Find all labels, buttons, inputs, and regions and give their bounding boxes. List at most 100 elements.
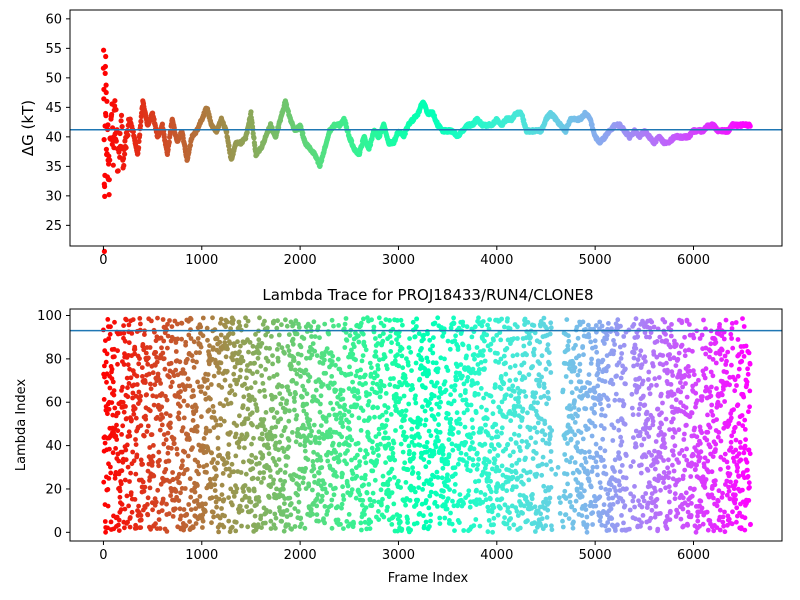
lambda-point [125, 385, 130, 391]
lambda-point [314, 353, 320, 358]
lambda-point [250, 466, 256, 471]
lambda-point [475, 462, 481, 468]
lambda-point [115, 410, 121, 416]
lambda-point [460, 342, 466, 348]
lambda-point [189, 353, 195, 359]
lambda-point [177, 480, 183, 486]
lambda-point [261, 417, 267, 422]
lambda-point [357, 492, 363, 498]
lambda-point [430, 343, 435, 349]
lambda-point [488, 489, 494, 495]
lambda-point [337, 452, 343, 458]
lambda-point [165, 430, 171, 436]
lambda-point [558, 500, 563, 505]
lambda-point [445, 338, 451, 344]
lambda-point [453, 471, 458, 477]
lambda-point [592, 423, 598, 429]
lambda-point [468, 435, 474, 440]
lambda-point [517, 424, 523, 430]
lambda-point [274, 410, 280, 415]
dg-point [119, 124, 125, 130]
lambda-point [277, 391, 283, 396]
lambda-point [212, 488, 218, 493]
lambda-point [471, 523, 477, 528]
lambda-point [167, 413, 173, 419]
lambda-point [182, 371, 188, 376]
lambda-point [407, 448, 412, 454]
lambda-point [586, 334, 592, 340]
lambda-point [415, 497, 421, 503]
lambda-point [355, 390, 361, 395]
lambda-point [151, 402, 157, 408]
lambda-point [150, 453, 156, 459]
lambda-point [577, 368, 583, 374]
lambda-point [286, 437, 292, 443]
lambda-point [273, 525, 278, 531]
lambda-point [222, 377, 228, 383]
lambda-point [242, 483, 248, 488]
lambda-point [537, 378, 543, 384]
lambda-point [405, 520, 410, 525]
lambda-point [109, 366, 115, 372]
lambda-point [120, 400, 126, 405]
lambda-point [361, 482, 366, 488]
lambda-point [390, 450, 396, 456]
dg-point [106, 161, 112, 167]
lambda-point [198, 324, 204, 330]
lambda-point [205, 337, 210, 343]
lambda-point [403, 408, 409, 413]
lambda-point [369, 365, 374, 370]
lambda-point [370, 468, 376, 474]
lambda-point [403, 502, 408, 508]
lambda-point [168, 384, 174, 390]
lambda-point [521, 360, 527, 366]
lambda-point [233, 519, 239, 525]
lambda-point [265, 358, 271, 364]
lambda-point [141, 488, 147, 494]
lambda-point [389, 340, 394, 346]
lambda-point [289, 363, 294, 369]
lambda-point [502, 324, 507, 330]
lambda-point [163, 437, 169, 443]
lambda-point [318, 401, 323, 407]
lambda-point [147, 408, 153, 414]
dg-x-tick-label: 3000 [382, 253, 415, 268]
lambda-point [593, 459, 599, 465]
lambda-point [191, 365, 197, 370]
lambda-point [434, 380, 440, 386]
lambda-point [108, 470, 114, 476]
lambda-point [398, 441, 404, 447]
lambda-point [149, 318, 154, 324]
lambda-point [539, 374, 544, 380]
dg-y-tick-label: 25 [45, 219, 62, 234]
lambda-point [592, 389, 598, 395]
lambda-point [453, 333, 458, 339]
lambda-point [184, 467, 190, 472]
lambda-point [405, 467, 411, 473]
lambda-point [464, 460, 470, 465]
lambda-point [457, 520, 462, 525]
lambda-point [569, 504, 575, 509]
lambda-point [600, 357, 606, 363]
lambda-point [147, 485, 153, 491]
lambda-point [167, 425, 173, 431]
lambda-point [187, 383, 193, 389]
lambda-point [143, 416, 149, 422]
lambda-point [245, 406, 251, 412]
lambda-point [576, 407, 582, 413]
lambda-point [279, 322, 284, 328]
lambda-point [182, 449, 188, 455]
lambda-point [531, 346, 537, 352]
lambda-point [472, 324, 478, 330]
lambda-point [599, 406, 605, 412]
lambda-point [116, 517, 122, 523]
lambda-point [296, 360, 301, 366]
lambda-point [581, 352, 586, 358]
lambda-point [544, 401, 549, 407]
dg-point [118, 118, 124, 124]
lambda-point [573, 498, 579, 504]
lambda-point [450, 498, 455, 504]
lambda-point [242, 445, 247, 451]
lambda-point [300, 394, 305, 400]
